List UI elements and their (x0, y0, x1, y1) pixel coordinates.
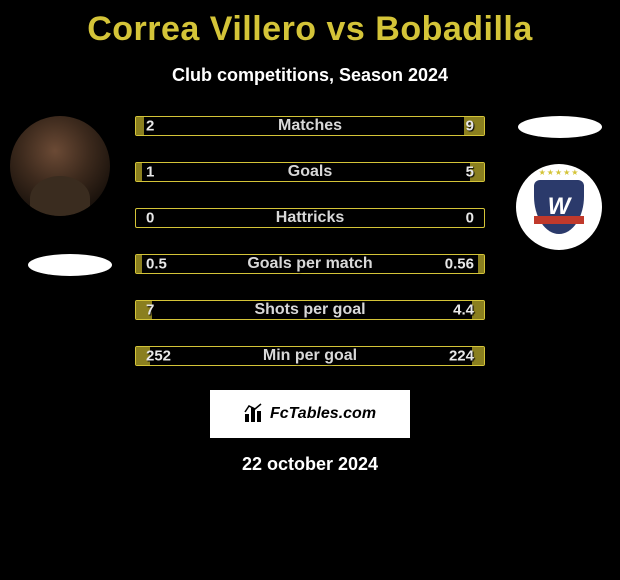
stat-label: Matches (278, 117, 342, 135)
stat-value-left: 2 (146, 118, 154, 135)
player1-team-badge-placeholder (28, 254, 112, 276)
player2-avatar-placeholder (518, 116, 602, 138)
stat-value-right: 0 (466, 210, 474, 227)
player2-team-badge: ★★★★★ W (516, 164, 602, 250)
badge-stars-icon: ★★★★★ (534, 168, 584, 177)
stat-value-right: 224 (449, 348, 474, 365)
stat-bar-left (136, 163, 142, 181)
stat-row: 7 4.4 Shots per goal (135, 300, 485, 320)
stat-bar-right (478, 255, 484, 273)
stat-label: Hattricks (276, 209, 344, 227)
stat-value-right: 9 (466, 118, 474, 135)
stat-row: 252 224 Min per goal (135, 346, 485, 366)
stat-row: 0 0 Hattricks (135, 208, 485, 228)
stat-value-left: 252 (146, 348, 171, 365)
date-label: 22 october 2024 (0, 454, 620, 475)
stat-label: Min per goal (263, 347, 357, 365)
page-title: Correa Villero vs Bobadilla (0, 0, 620, 49)
stat-value-right: 0.56 (445, 256, 474, 273)
stats-area: ★★★★★ W 29Matches15Goals00Hattricks0.50.… (0, 116, 620, 366)
stat-label: Goals per match (247, 255, 372, 273)
stat-value-left: 7 (146, 302, 154, 319)
stat-value-left: 1 (146, 164, 154, 181)
stat-rows: 2 9 Matches 1 5 Goals 0 0 Hattricks 0.5 0.56 Goals … (135, 116, 485, 366)
infographic-container: Correa Villero vs Bobadilla Club competi… (0, 0, 620, 580)
stat-value-left: 0.5 (146, 256, 167, 273)
subtitle: Club competitions, Season 2024 (0, 65, 620, 86)
stat-label: Goals (288, 163, 332, 181)
source-logo: FcTables.com (210, 390, 410, 438)
stat-value-right: 5 (466, 164, 474, 181)
stat-row: 0.5 0.56 Goals per match (135, 254, 485, 274)
stat-bar-left (136, 117, 144, 135)
logo-text: FcTables.com (270, 405, 376, 423)
stat-bar-left (136, 255, 142, 273)
stat-value-right: 4.4 (453, 302, 474, 319)
stat-value-left: 0 (146, 210, 154, 227)
player1-avatar (10, 116, 110, 216)
bar-chart-icon (244, 402, 266, 427)
shield-icon: ★★★★★ W (534, 180, 584, 234)
stat-row: 2 9 Matches (135, 116, 485, 136)
stat-label: Shots per goal (254, 301, 365, 319)
stat-row: 1 5 Goals (135, 162, 485, 182)
